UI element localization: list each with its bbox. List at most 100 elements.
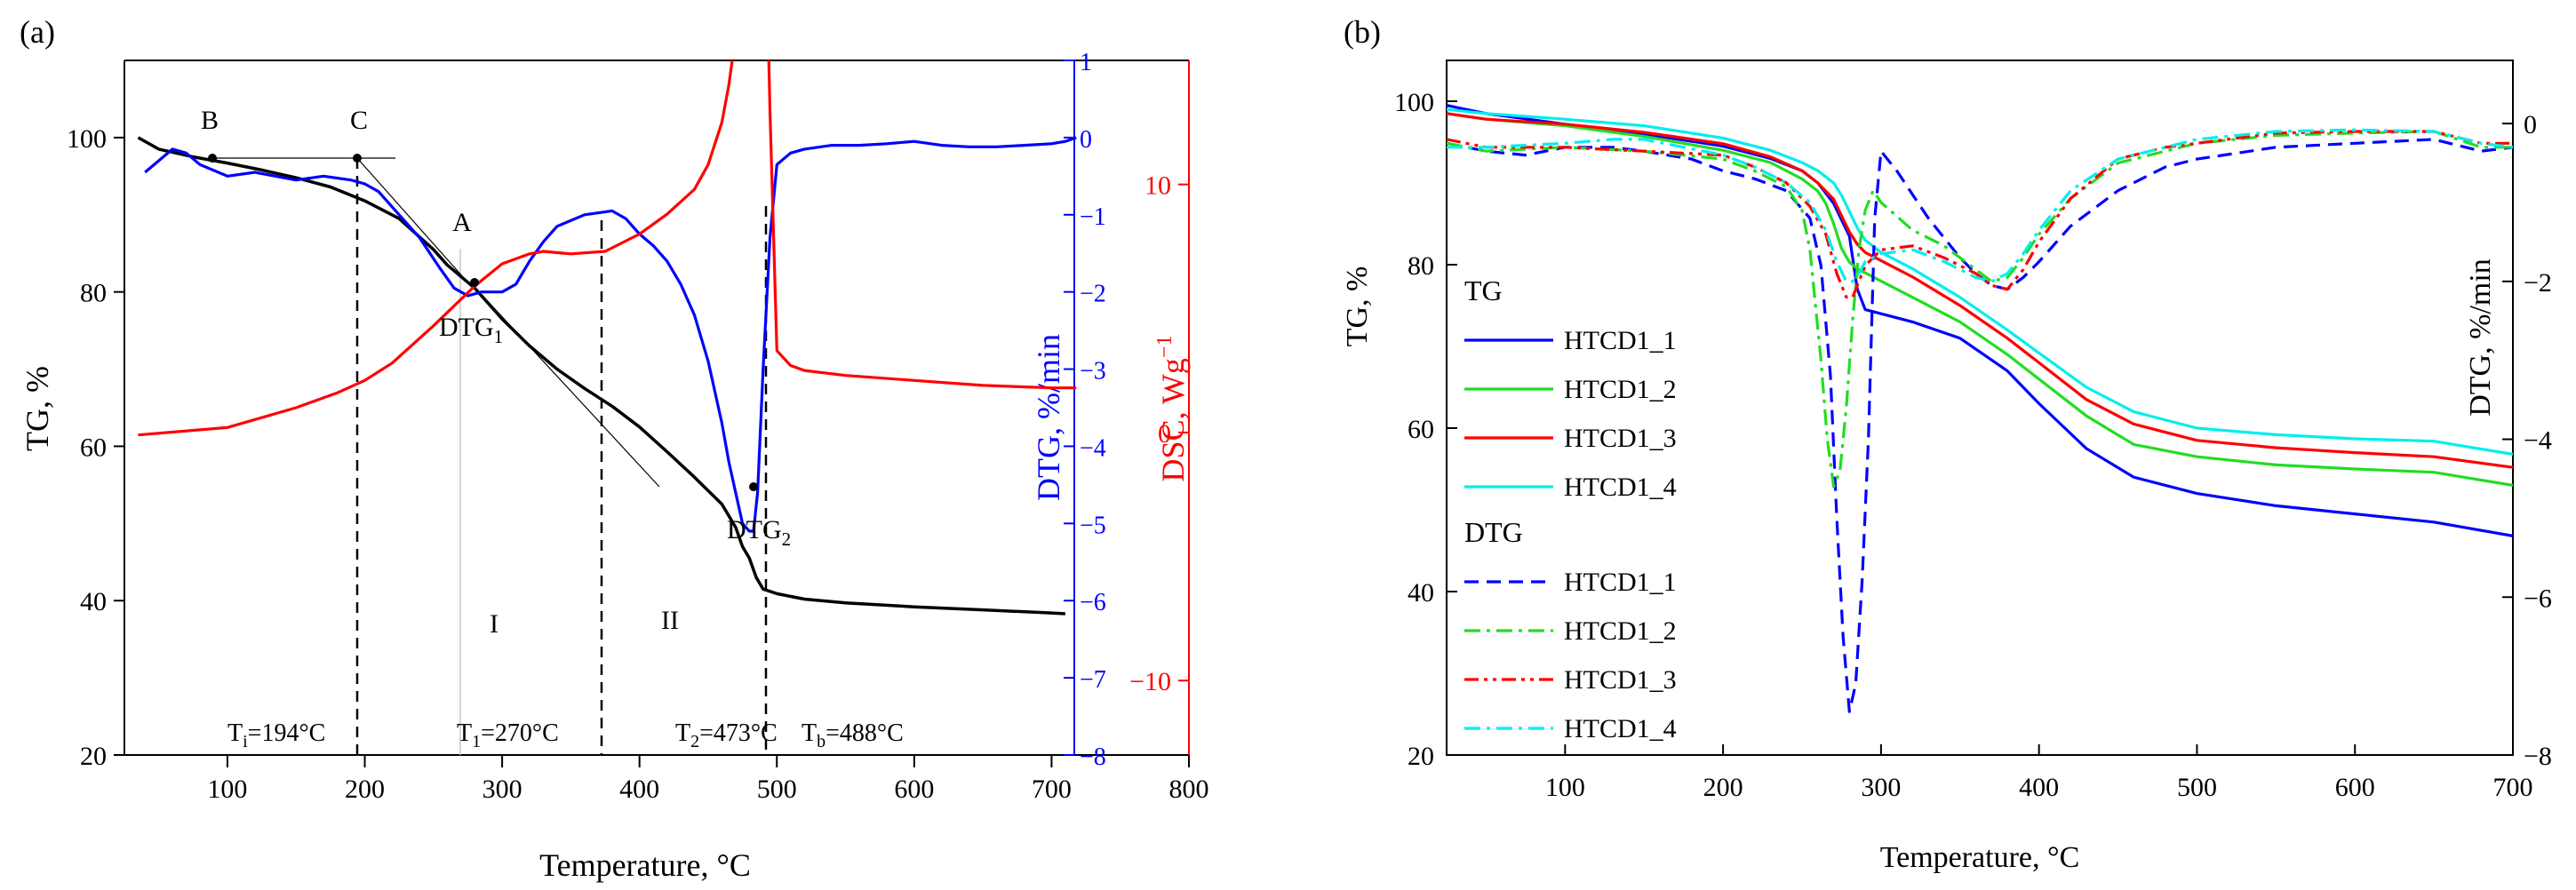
dtg-axis-title: DTG, %/min bbox=[2464, 258, 2497, 417]
region-i-label: I bbox=[490, 609, 498, 639]
x-ticks: 100 200 300 400 500 600 700 bbox=[1545, 744, 2533, 802]
x-tick-label: 700 bbox=[1032, 775, 1072, 804]
tb-label: Tb=488°C bbox=[802, 719, 904, 751]
point-c-label: C bbox=[350, 106, 368, 135]
tg-tick-label: 80 bbox=[1408, 251, 1434, 281]
dsc-curve bbox=[138, 60, 1077, 437]
x-tick-label: 100 bbox=[1545, 773, 1585, 802]
x-tick-label: 600 bbox=[2335, 773, 2375, 802]
tg-tick-label: 60 bbox=[1408, 415, 1434, 444]
legend-title-dtg: DTG bbox=[1464, 516, 1523, 548]
point-b-label: B bbox=[201, 106, 219, 135]
tg-line-htcd1-3 bbox=[1447, 112, 2513, 469]
dtg-curve bbox=[144, 136, 1077, 533]
tg-line-htcd1-4 bbox=[1447, 107, 2513, 456]
panel-a: (a) 100 200 300 400 500 600 700 800 20406080100… bbox=[20, 14, 1209, 883]
dtg-tick-label: −6 bbox=[1080, 589, 1106, 616]
x-tick-label: 400 bbox=[2019, 773, 2059, 802]
dtg2-label: DTG2 bbox=[727, 515, 791, 550]
dsc-tick-label: −10 bbox=[1129, 667, 1171, 696]
legend-label: HTCD1_2 bbox=[1564, 375, 1677, 404]
legend-title-tg: TG bbox=[1464, 274, 1503, 306]
tg-tick-label: 40 bbox=[80, 587, 107, 616]
dtg-tick-label: −3 bbox=[1080, 358, 1106, 385]
tg-line-htcd1-1 bbox=[1447, 104, 2513, 537]
x-tick-label: 600 bbox=[894, 775, 934, 804]
dtg-ticks: −8 −6 −4 −2 0 bbox=[2502, 110, 2552, 771]
dtg-tick-label: −1 bbox=[1080, 203, 1106, 231]
x-ticks: 100 200 300 400 500 600 700 800 bbox=[207, 755, 1209, 804]
x-tick-label: 400 bbox=[619, 775, 659, 804]
x-tick-label: 200 bbox=[345, 775, 385, 804]
dtg-tick-label: −2 bbox=[1080, 281, 1106, 308]
t2-label: T2=473°C bbox=[675, 719, 778, 751]
dsc-tick-label: 0 bbox=[1158, 419, 1171, 449]
dsc-tick-label: 10 bbox=[1144, 171, 1171, 201]
dtg-tick-label: −4 bbox=[2524, 426, 2552, 456]
point-a-label: A bbox=[452, 208, 472, 237]
dtg-tick-label: −5 bbox=[1080, 512, 1106, 539]
plot-frame bbox=[1446, 60, 2514, 756]
dtg-tick-label: 0 bbox=[1080, 126, 1092, 154]
dsc-axis-title: DSC, Wg−1 bbox=[1153, 336, 1191, 482]
dtg-axis-title: DTG, %/min bbox=[1031, 334, 1066, 501]
tg-axis-title: TG, % bbox=[20, 366, 55, 451]
dtg-line-htcd1-2 bbox=[1447, 130, 2513, 489]
legend-label: HTCD1_1 bbox=[1564, 326, 1677, 355]
dtg2-marker bbox=[749, 482, 758, 491]
tg-tick-label: 40 bbox=[1408, 578, 1434, 608]
dtg-tick-label: −4 bbox=[1080, 434, 1106, 462]
region-ii-label: II bbox=[661, 606, 679, 635]
x-tick-label: 700 bbox=[2493, 773, 2533, 802]
panel-a-label: (a) bbox=[20, 14, 55, 50]
tg-axis-title: TG, % bbox=[1341, 266, 1374, 347]
x-tick-label: 100 bbox=[207, 775, 247, 804]
panel-b: (b) 100 200 300 400 500 600 700 20 40 60 80 100 −8… bbox=[1341, 14, 2552, 874]
x-tick-label: 500 bbox=[757, 775, 797, 804]
onset-tangent bbox=[356, 157, 472, 287]
legend-label: HTCD1_3 bbox=[1564, 424, 1677, 453]
legend-label: HTCD1_3 bbox=[1564, 665, 1677, 695]
dtg-tick-label: −8 bbox=[2524, 742, 2552, 771]
tg-tick-label: 60 bbox=[80, 433, 107, 462]
dtg-tick-label: −2 bbox=[2524, 268, 2552, 298]
x-axis-title: Temperature, °C bbox=[1880, 841, 2080, 874]
point-c-marker bbox=[353, 154, 362, 163]
ti-label: Ti=194°C bbox=[227, 719, 325, 751]
dtg-line-htcd1-1 bbox=[1447, 138, 2513, 713]
dsc-ticks: −10 0 10 bbox=[1129, 171, 1189, 696]
dtg-tick-label: 1 bbox=[1080, 49, 1092, 76]
x-tick-label: 800 bbox=[1169, 775, 1209, 804]
dtg-tick-label: −7 bbox=[1080, 666, 1106, 694]
x-tick-label: 300 bbox=[1861, 773, 1901, 802]
tg-curve bbox=[137, 136, 1066, 616]
tg-tick-label: 80 bbox=[80, 279, 107, 308]
legend-label: HTCD1_2 bbox=[1564, 616, 1677, 646]
x-tick-label: 200 bbox=[1703, 773, 1743, 802]
legend-label: HTCD1_1 bbox=[1564, 568, 1677, 597]
legend: TG DTG HTCD1_1 HTCD1_2 HTCD1_3 HTCD1_4 HTCD1… bbox=[1464, 274, 1677, 743]
dtg-ticks: −8 −7 −6 −5 −4 −3 −2 −1 0 1 bbox=[1064, 49, 1106, 771]
dtg-tick-label: −6 bbox=[2524, 584, 2552, 613]
point-b-marker bbox=[208, 154, 217, 163]
legend-label: HTCD1_4 bbox=[1564, 473, 1677, 502]
tg-ticks: 20 40 60 80 100 bbox=[1394, 88, 1457, 771]
x-tick-label: 500 bbox=[2177, 773, 2217, 802]
tg-tick-label: 20 bbox=[80, 742, 107, 771]
dtg-tick-label: 0 bbox=[2524, 110, 2537, 139]
t1-label: T1=270°C bbox=[457, 719, 559, 751]
tg-tick-label: 100 bbox=[1394, 88, 1434, 117]
dtg-line-htcd1-4 bbox=[1447, 128, 2513, 283]
dtg-tick-label: −8 bbox=[1080, 743, 1106, 771]
tg-tick-label: 20 bbox=[1408, 742, 1434, 771]
dtg1-label: DTG1 bbox=[439, 313, 503, 347]
series-lines bbox=[1447, 104, 2513, 713]
x-tick-label: 300 bbox=[483, 775, 522, 804]
tg-tick-label: 100 bbox=[67, 124, 107, 154]
tg-ticks: 20 40 60 80 100 bbox=[67, 124, 124, 771]
legend-label: HTCD1_4 bbox=[1564, 714, 1677, 743]
panel-b-label: (b) bbox=[1344, 14, 1381, 50]
x-axis-title: Temperature, °C bbox=[539, 847, 751, 883]
point-a-marker bbox=[470, 278, 479, 287]
